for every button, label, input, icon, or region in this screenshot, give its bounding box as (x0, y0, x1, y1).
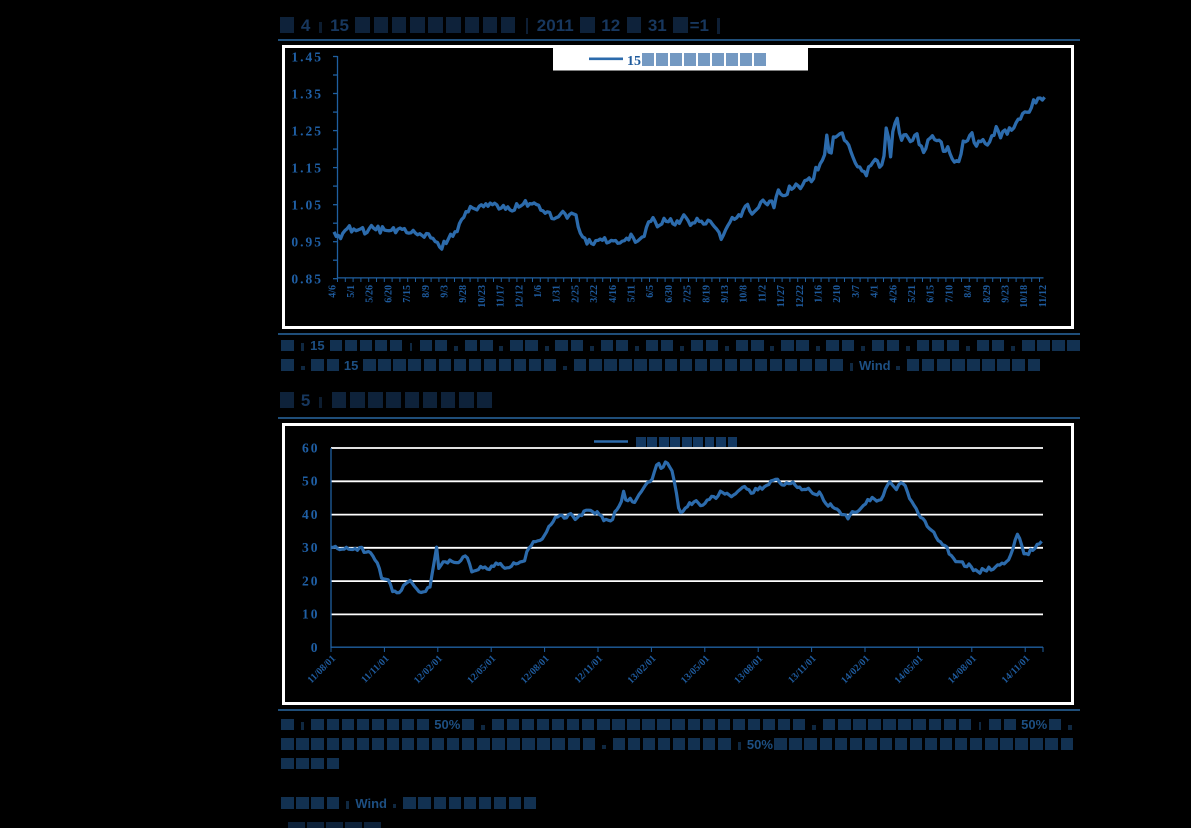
svg-text:14/11/01: 14/11/01 (1000, 653, 1033, 686)
svg-text:1/16: 1/16 (814, 285, 825, 303)
svg-text:14/02/01: 14/02/01 (839, 653, 872, 686)
svg-text:10: 10 (302, 607, 320, 622)
svg-text:12/12: 12/12 (514, 285, 525, 308)
svg-text:9/3: 9/3 (440, 285, 451, 298)
svg-text:12/11/01: 12/11/01 (573, 653, 606, 686)
svg-text:60: 60 (302, 440, 320, 455)
svg-text:1/31: 1/31 (552, 285, 563, 303)
svg-text:9/13: 9/13 (720, 285, 731, 303)
svg-text:12/05/01: 12/05/01 (465, 653, 498, 686)
svg-text:4/6: 4/6 (327, 285, 338, 298)
svg-text:11/27: 11/27 (776, 285, 787, 307)
svg-text:14/08/01: 14/08/01 (946, 653, 979, 686)
svg-text:1.45: 1.45 (291, 49, 323, 64)
svg-text:0.85: 0.85 (291, 271, 323, 286)
svg-text:10/8: 10/8 (739, 285, 750, 303)
svg-text:6/20: 6/20 (383, 285, 394, 303)
svg-text:6/5: 6/5 (645, 285, 656, 298)
svg-text:12/02/01: 12/02/01 (412, 653, 445, 686)
svg-text:1.15: 1.15 (291, 160, 323, 175)
svg-text:10/18: 10/18 (1019, 285, 1030, 308)
svg-text:4/16: 4/16 (608, 285, 619, 303)
svg-text:5/1: 5/1 (346, 285, 357, 298)
svg-text:13/05/01: 13/05/01 (679, 653, 712, 686)
svg-text:11/17: 11/17 (496, 285, 507, 307)
svg-text:2/25: 2/25 (570, 285, 581, 303)
svg-text:11/11/01: 11/11/01 (359, 653, 391, 685)
svg-text:10/23: 10/23 (477, 285, 488, 308)
svg-text:5/21: 5/21 (907, 285, 918, 303)
svg-text:9/23: 9/23 (1001, 285, 1012, 303)
svg-text:11/12: 11/12 (1038, 285, 1049, 307)
svg-text:1.25: 1.25 (291, 123, 323, 138)
svg-text:13/08/01: 13/08/01 (732, 653, 765, 686)
svg-text:2/10: 2/10 (832, 285, 843, 303)
svg-text:12/22: 12/22 (795, 285, 806, 308)
svg-text:12/08/01: 12/08/01 (519, 653, 552, 686)
svg-text:8/9: 8/9 (421, 285, 432, 298)
svg-text:3/22: 3/22 (589, 285, 600, 303)
svg-text:8/4: 8/4 (963, 285, 974, 298)
svg-text:30: 30 (302, 540, 320, 555)
svg-text:0.95: 0.95 (291, 234, 323, 249)
svg-text:7/10: 7/10 (944, 285, 955, 303)
svg-text:3/7: 3/7 (851, 285, 862, 298)
svg-text:7/25: 7/25 (683, 285, 694, 303)
svg-text:5/11: 5/11 (627, 285, 638, 302)
svg-text:40: 40 (302, 507, 320, 522)
svg-text:0: 0 (311, 640, 320, 655)
svg-text:4/26: 4/26 (888, 285, 899, 303)
svg-text:1.05: 1.05 (291, 197, 323, 212)
svg-text:13/11/01: 13/11/01 (786, 653, 819, 686)
svg-text:7/15: 7/15 (402, 285, 413, 303)
svg-text:11/08/01: 11/08/01 (306, 653, 339, 686)
svg-text:4/1: 4/1 (870, 285, 881, 298)
svg-text:6/30: 6/30 (664, 285, 675, 303)
svg-text:8/19: 8/19 (701, 285, 712, 303)
svg-text:9/28: 9/28 (458, 285, 469, 303)
svg-text:6/15: 6/15 (926, 285, 937, 303)
svg-text:8/29: 8/29 (982, 285, 993, 303)
svg-text:13/02/01: 13/02/01 (626, 653, 659, 686)
svg-text:11/2: 11/2 (757, 285, 768, 302)
svg-text:5/26: 5/26 (365, 285, 376, 303)
svg-text:50: 50 (302, 474, 320, 489)
svg-text:1/6: 1/6 (533, 285, 544, 298)
svg-text:20: 20 (302, 573, 320, 588)
svg-text:1.35: 1.35 (291, 86, 323, 101)
svg-text:14/05/01: 14/05/01 (893, 653, 926, 686)
